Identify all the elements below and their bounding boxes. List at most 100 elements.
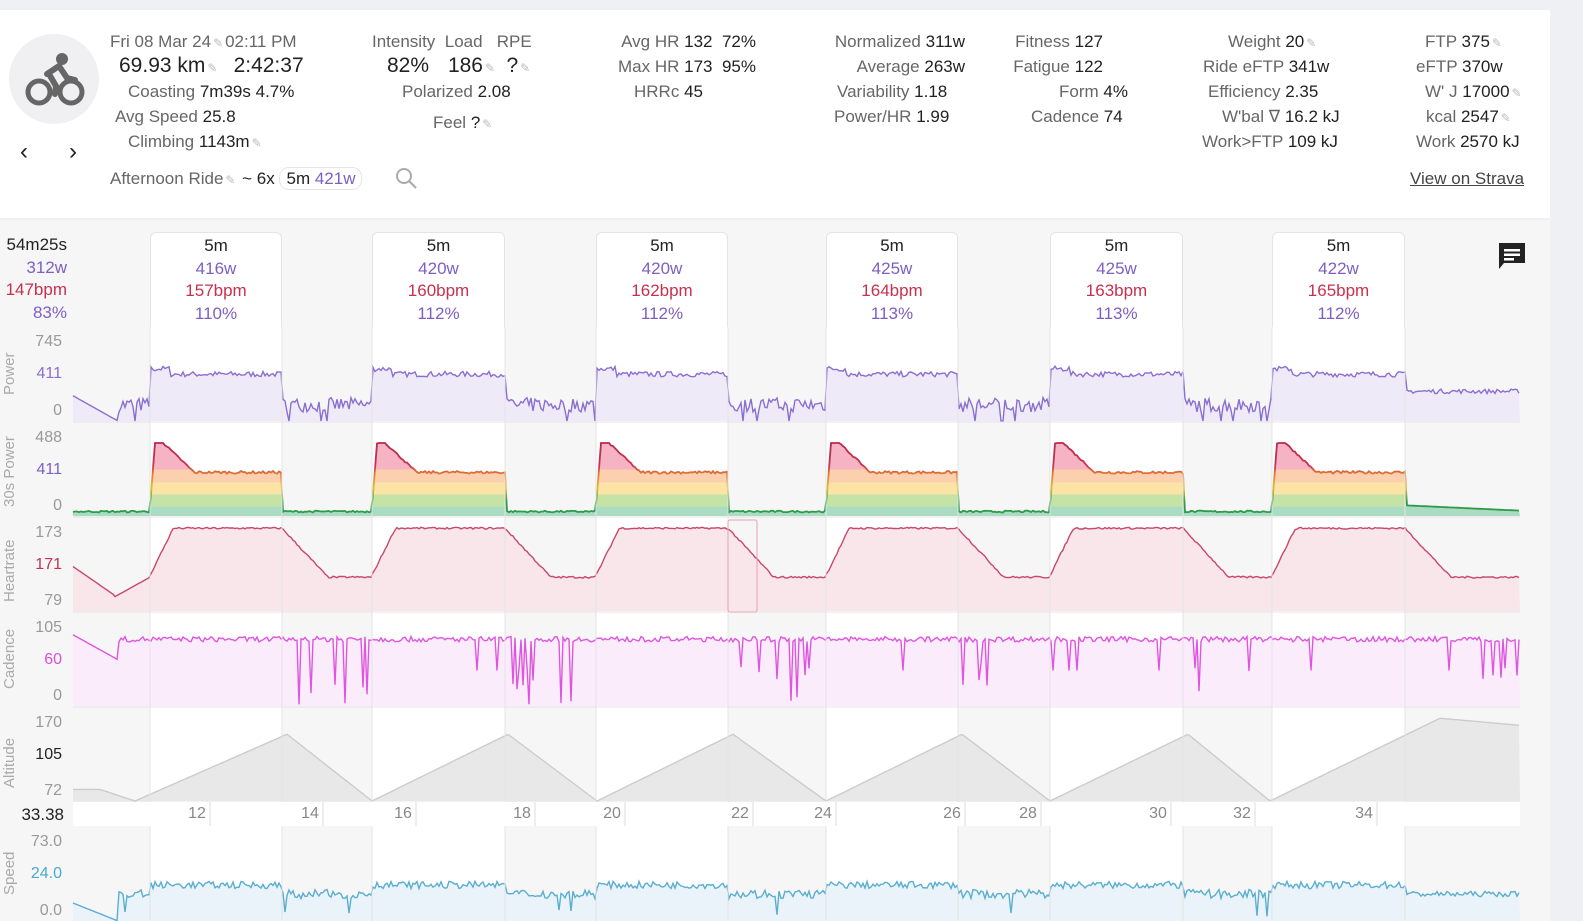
climbing: 1143m	[198, 132, 250, 151]
30s-power-line	[72, 442, 1520, 514]
interval-summary-chip[interactable]: 5m 421w	[279, 167, 363, 190]
pencil-icon[interactable]: ✎	[1511, 86, 1522, 100]
interval-box[interactable]: 5m 420w 160bpm 112%	[372, 232, 505, 327]
selection-summary: 54m25s 312w 147bpm 83%	[5, 235, 67, 322]
interval-power: 420w	[418, 258, 459, 278]
power-area	[73, 366, 1520, 421]
pencil-icon[interactable]: ✎	[1306, 36, 1317, 50]
heartrate-line	[72, 526, 1520, 598]
x-tick-label: 26	[943, 805, 961, 822]
pencil-icon[interactable]: ✎	[1500, 111, 1511, 125]
interval-hr: 163bpm	[1085, 281, 1148, 300]
load-value: 186	[447, 54, 483, 77]
pencil-icon[interactable]: ✎	[1491, 36, 1502, 50]
interval-duration: 5m	[1326, 236, 1351, 255]
next-activity-button[interactable]: ›	[69, 138, 77, 165]
polarized-value: 2.08	[477, 82, 511, 101]
y-tick-label: 745	[35, 333, 62, 350]
y-tick-label: 411	[36, 365, 62, 382]
x-tick-label: 20	[603, 805, 621, 822]
power-line	[72, 364, 1520, 422]
cadence-line	[72, 634, 1520, 705]
previous-activity-button[interactable]: ‹	[20, 138, 28, 165]
intensity-label: Intensity	[372, 32, 436, 51]
x-tick-label: 22	[731, 805, 749, 822]
pencil-icon[interactable]: ✎	[520, 61, 531, 75]
interval-pct: 113%	[1095, 303, 1138, 323]
ride-eftp: 341w	[1288, 57, 1330, 76]
eftp: 370w	[1462, 57, 1503, 76]
y-tick-label: 79	[44, 592, 62, 609]
interval-box[interactable]: 5m 416w 157bpm 110%	[150, 232, 282, 327]
interval-hr: 165bpm	[1307, 281, 1370, 300]
activity-chart[interactable]: 54m25s 312w 147bpm 83% 5m 416w 157bpm 110% 5…	[0, 220, 1550, 921]
interval-box[interactable]: 5m 425w 163bpm 113%	[1050, 232, 1183, 327]
panel-title: 30s Power	[1, 436, 18, 508]
selection-box	[727, 519, 758, 613]
interval-summary-count: ~ 6x	[242, 169, 275, 188]
time-series-plot[interactable]	[0, 220, 1550, 921]
load-label: Load	[444, 32, 483, 51]
panel-title: Altitude	[1, 738, 18, 789]
form: 4%	[1103, 82, 1128, 101]
interval-pct: 112%	[1317, 303, 1360, 323]
x-tick-label: 30	[1149, 805, 1167, 822]
feel-value[interactable]: ?	[470, 113, 481, 132]
interval-box[interactable]: 5m 425w 164bpm 113%	[826, 232, 958, 327]
max-hr: 173	[684, 57, 713, 76]
pencil-icon[interactable]: ✎	[251, 136, 262, 150]
interval-duration: 5m	[650, 236, 674, 255]
wbal: 16.2 kJ	[1284, 107, 1340, 126]
cadence-area	[73, 634, 1520, 706]
interval-hr: 157bpm	[185, 281, 247, 300]
y-tick-label: 488	[35, 429, 62, 446]
speed-line	[72, 879, 1520, 921]
coasting-pct: 4.7%	[255, 82, 295, 101]
interval-hr: 162bpm	[631, 281, 693, 300]
coasting-label: Coasting	[128, 82, 196, 101]
power-hr: 1.99	[916, 107, 950, 126]
pencil-icon[interactable]: ✎	[484, 61, 496, 75]
normalized-power: 311w	[925, 32, 965, 51]
view-on-strava-link[interactable]: View on Strava	[1410, 169, 1525, 188]
fitness: 127	[1074, 32, 1103, 51]
interval-box[interactable]: 5m 422w 165bpm 112%	[1272, 232, 1405, 327]
interval-duration: 5m	[1104, 236, 1129, 255]
fatigue: 122	[1074, 57, 1103, 76]
avg-speed-label: Avg Speed	[115, 107, 198, 126]
activity-duration: 2:42:37	[233, 54, 304, 77]
interval-power: 416w	[195, 258, 237, 278]
intensity-value: 82%	[387, 54, 430, 77]
activity-name[interactable]: Afternoon Ride	[110, 169, 224, 188]
speed-area	[73, 881, 1520, 921]
polarized-label: Polarized	[402, 82, 473, 101]
pencil-icon[interactable]: ✎	[482, 117, 493, 131]
x-tick-label: 24	[814, 805, 832, 822]
interval-duration: 5m	[204, 236, 228, 255]
search-icon[interactable]	[394, 166, 418, 190]
interval-box[interactable]: 5m 420w 162bpm 112%	[596, 232, 728, 327]
comment-icon[interactable]	[1496, 240, 1528, 272]
avg-speed: 25.8	[202, 107, 236, 126]
rpe-value[interactable]: ?	[506, 54, 519, 77]
avg-hr: 132	[684, 32, 713, 51]
interval-power: 425w	[871, 258, 913, 278]
variability: 1.18	[914, 82, 948, 101]
pencil-icon[interactable]: ✎	[225, 173, 236, 187]
work: 2570 kJ	[1460, 132, 1520, 151]
efficiency: 2.35	[1285, 82, 1319, 101]
w-prime: 17000	[1462, 82, 1510, 101]
interval-pct: 113%	[870, 303, 914, 323]
interval-power: 422w	[1318, 258, 1359, 278]
y-tick-label: 60	[44, 650, 62, 668]
pencil-icon[interactable]: ✎	[213, 36, 224, 50]
altitude-line	[73, 717, 1520, 802]
y-tick-label: 170	[35, 714, 62, 731]
y-tick-label: 73.0	[30, 833, 62, 850]
x-tick-label: 16	[394, 805, 412, 822]
bicycle-icon	[25, 53, 85, 106]
pencil-icon[interactable]: ✎	[207, 61, 218, 75]
activity-date: Fri 08 Mar 24	[110, 32, 212, 51]
feel-label: Feel	[433, 113, 467, 132]
hrrc: 45	[684, 82, 703, 101]
